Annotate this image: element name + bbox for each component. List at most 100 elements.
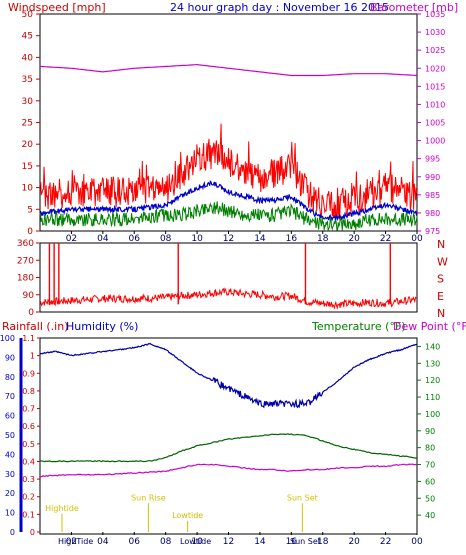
direction-tick-label: 90 [23, 291, 35, 301]
dewpoint-series-line [39, 463, 418, 478]
dewpoint-axis-label: Dew Point (°F) [393, 320, 466, 333]
chart-title: 24 hour graph day : November 16 2015 [170, 1, 389, 14]
temperature-tick-label: 50 [425, 494, 435, 503]
x-tick-label: 02 [66, 234, 77, 244]
wind-series [39, 63, 418, 232]
humidity-tick-label: 100 [0, 334, 15, 343]
x-tick-label: 16 [286, 537, 298, 547]
humidity-tick-label: 70 [5, 392, 15, 401]
direction-tick-label: 180 [17, 274, 34, 284]
x-tick-label: 04 [97, 234, 109, 244]
rain-tick-label: 0.2 [22, 493, 35, 502]
wind-tick-label: 45 [22, 32, 33, 42]
barometer-tick-label: 980 [425, 209, 440, 218]
rain-tick-label: 0.5 [22, 440, 35, 449]
barometer-series-line [39, 63, 418, 77]
wind-plot-frame [39, 13, 418, 232]
barometer-axis-label: Barometer [mb] [370, 1, 458, 14]
barometer-tick-label: 1030 [425, 28, 445, 37]
wind-tick-label: 10 [22, 184, 34, 194]
temperature-tick-label: 70 [425, 461, 435, 470]
x-tick-label: 22 [380, 234, 391, 244]
humidity-tick-label: 0 [10, 528, 15, 537]
rainfall-axis-label: Rainfall (.in) [2, 320, 69, 333]
wind-tick-label: 0 [27, 227, 33, 237]
x-tick-label: 12 [223, 234, 234, 244]
event-label: Hightide [45, 504, 79, 513]
rain-tick-label: 0.3 [22, 475, 35, 484]
event-label: Lowtide [172, 511, 203, 520]
rain-tick-label: 0.4 [22, 457, 35, 466]
x-tick-label: 20 [348, 537, 360, 547]
wind-tick-label: 5 [27, 205, 33, 215]
rain-tick-label: 0.9 [22, 369, 35, 378]
wind-tick-label: 30 [22, 97, 34, 107]
rain-tick-label: 0.1 [22, 510, 35, 519]
wind-panel: Windspeed [mph] 24 hour graph day : Nove… [8, 1, 458, 244]
event-bottom-label: Lowtide [180, 537, 211, 546]
humidity-tick-label: 90 [5, 353, 15, 362]
humidity-series-line [39, 342, 418, 409]
event-markers: Hightide Sun Rise Lowtide Sun Set [45, 493, 318, 532]
wind-tick-label: 15 [22, 162, 33, 172]
humidity-axis: 0 10 20 30 40 50 60 70 80 90 100 [0, 334, 15, 537]
temperature-tick-label: 110 [425, 393, 440, 402]
temperature-axis-label: Temperature (°F) [311, 320, 406, 333]
x-tick-label: 10 [191, 537, 203, 547]
x-tick-label: 08 [160, 537, 172, 547]
wind-x-axis: 02 04 06 08 10 12 14 16 18 20 22 00 [66, 231, 423, 244]
wind-tick-label: 35 [22, 75, 33, 85]
x-tick-label: 04 [97, 537, 109, 547]
humidity-tick-label: 40 [5, 450, 15, 459]
barometer-tick-label: 975 [425, 227, 440, 236]
temperature-axis: 40 50 60 70 80 90 100 110 120 130 140 [417, 342, 440, 520]
barometer-tick-label: 1020 [425, 64, 445, 73]
x-tick-label: 00 [411, 537, 423, 547]
direction-tick-label: 270 [17, 256, 34, 266]
x-tick-label: 06 [129, 234, 141, 244]
x-tick-label: 16 [286, 234, 298, 244]
x-tick-label: 12 [223, 537, 234, 547]
compass-label: N [437, 238, 445, 251]
humidity-tick-label: 60 [5, 412, 15, 421]
temperature-tick-label: 80 [425, 444, 435, 453]
barometer-right-axis: 975 980 985 990 995 1000 1005 1010 1015 1020 1025 1… [417, 10, 445, 236]
temperature-tick-label: 140 [425, 342, 440, 351]
direction-tick-label: 360 [17, 239, 34, 249]
event-label: Sun Rise [131, 493, 166, 502]
wind-tick-label: 20 [22, 140, 34, 150]
compass-label: W [437, 255, 448, 268]
event-bottom-label: HighTide [58, 537, 93, 546]
rain-tick-label: 1 [30, 352, 35, 361]
temperature-tick-label: 130 [425, 359, 440, 368]
barometer-tick-label: 1035 [425, 10, 445, 19]
climate-series [39, 342, 418, 478]
rain-axis: 0 0.1 0.2 0.3 0.4 0.5 0.6 0.7 0.8 0.9 1 1.1 [22, 334, 40, 537]
humidity-tick-label: 50 [5, 431, 15, 440]
compass-label: S [437, 273, 444, 286]
climate-plot-frame [39, 337, 418, 535]
compass-label: N [437, 307, 445, 320]
climate-x-axis: 02 04 06 08 10 12 14 16 18 20 22 00 HighTide Lowtide S… [58, 532, 423, 547]
rain-tick-label: 0 [30, 528, 35, 537]
x-tick-label: 22 [380, 537, 391, 547]
direction-left-axis: 0 90 180 270 360 [17, 239, 40, 318]
gust-series-line [39, 123, 418, 220]
barometer-tick-label: 985 [425, 191, 440, 200]
humidity-axis-label: Humidity (%) [66, 320, 138, 333]
humidity-tick-label: 10 [5, 509, 15, 518]
humidity-tick-label: 30 [5, 470, 15, 479]
x-tick-label: 02 [66, 537, 77, 547]
wind-tick-label: 25 [22, 119, 33, 129]
temperature-tick-label: 60 [425, 477, 435, 486]
x-tick-label: 14 [254, 234, 266, 244]
direction-tick-label: 0 [28, 308, 34, 318]
rain-tick-label: 1.1 [22, 334, 35, 343]
temperature-tick-label: 120 [425, 376, 440, 385]
direction-series-line [39, 287, 418, 310]
temperature-tick-label: 100 [425, 410, 440, 419]
average-series-line [39, 180, 418, 222]
rain-tick-label: 0.6 [22, 422, 35, 431]
